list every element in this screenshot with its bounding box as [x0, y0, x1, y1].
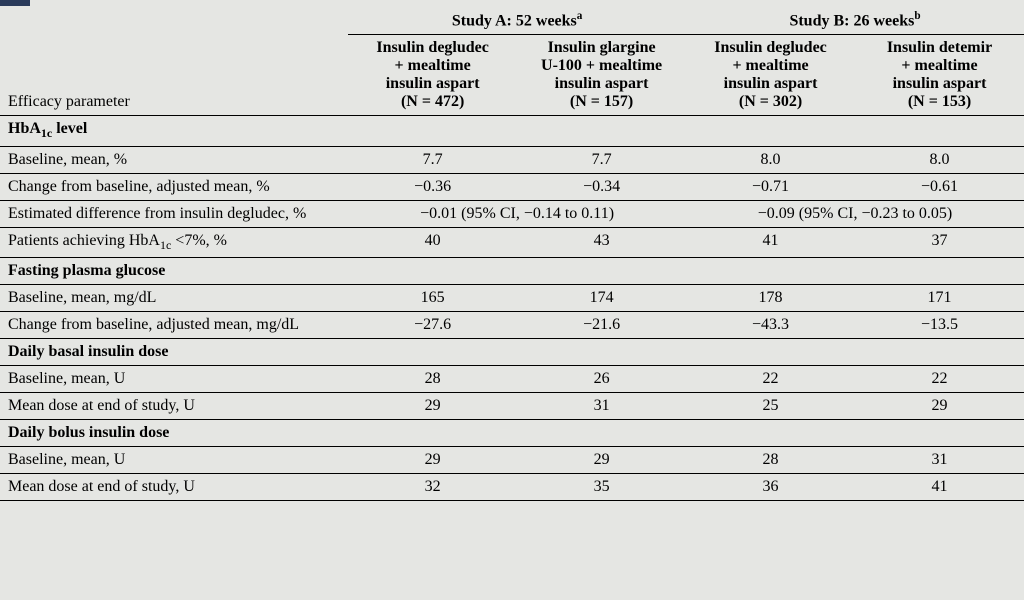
table-row: Change from baseline, adjusted mean, mg/…	[0, 311, 1024, 338]
study-b-col1-header: Insulin degludec+ mealtimeinsulin aspart…	[686, 35, 855, 116]
cell-value: −13.5	[855, 311, 1024, 338]
study-a-col1-header: Insulin degludec+ mealtimeinsulin aspart…	[348, 35, 517, 116]
cell-value: 29	[517, 446, 686, 473]
cell-value: 41	[686, 227, 855, 257]
table-row: Baseline, mean, U29292831	[0, 446, 1024, 473]
table-body: HbA1c levelBaseline, mean, %7.77.78.08.0…	[0, 116, 1024, 500]
study-a-col2-header: Insulin glargineU-100 + mealtimeinsulin …	[517, 35, 686, 116]
cell-value: −0.09 (95% CI, −0.23 to 0.05)	[686, 200, 1024, 227]
cell-value: 26	[517, 365, 686, 392]
section-header: Daily basal insulin dose	[0, 338, 1024, 365]
cell-value: −0.61	[855, 173, 1024, 200]
row-label: Patients achieving HbA1c <7%, %	[0, 227, 348, 257]
section-header: Daily bolus insulin dose	[0, 419, 1024, 446]
cell-value: 36	[686, 473, 855, 500]
cell-value: 171	[855, 284, 1024, 311]
row-label: Mean dose at end of study, U	[0, 392, 348, 419]
cell-value: 165	[348, 284, 517, 311]
cell-value: 28	[686, 446, 855, 473]
row-label: Baseline, mean, %	[0, 146, 348, 173]
cell-value: −0.71	[686, 173, 855, 200]
cell-value: 25	[686, 392, 855, 419]
cell-value: 29	[855, 392, 1024, 419]
cell-value: 8.0	[686, 146, 855, 173]
cell-value: 28	[348, 365, 517, 392]
cell-value: 41	[855, 473, 1024, 500]
cell-value: 31	[517, 392, 686, 419]
cell-value: −0.01 (95% CI, −0.14 to 0.11)	[348, 200, 686, 227]
cell-value: 7.7	[517, 146, 686, 173]
table-row: Baseline, mean, U28262222	[0, 365, 1024, 392]
row-label: Mean dose at end of study, U	[0, 473, 348, 500]
row-label: Baseline, mean, U	[0, 365, 348, 392]
cell-value: −0.34	[517, 173, 686, 200]
efficacy-param-header: Efficacy parameter	[0, 6, 348, 116]
row-label: Baseline, mean, mg/dL	[0, 284, 348, 311]
study-b-header: Study B: 26 weeksb	[686, 6, 1024, 35]
cell-value: 29	[348, 446, 517, 473]
cell-value: 8.0	[855, 146, 1024, 173]
cell-value: 40	[348, 227, 517, 257]
cell-value: 43	[517, 227, 686, 257]
cell-value: −43.3	[686, 311, 855, 338]
cell-value: −27.6	[348, 311, 517, 338]
table-row: Change from baseline, adjusted mean, %−0…	[0, 173, 1024, 200]
cell-value: 178	[686, 284, 855, 311]
row-label: Change from baseline, adjusted mean, mg/…	[0, 311, 348, 338]
study-b-col2-header: Insulin detemir+ mealtimeinsulin aspart(…	[855, 35, 1024, 116]
study-a-header: Study A: 52 weeksa	[348, 6, 686, 35]
cell-value: 7.7	[348, 146, 517, 173]
table-row: Mean dose at end of study, U32353641	[0, 473, 1024, 500]
table-row: Estimated difference from insulin deglud…	[0, 200, 1024, 227]
table-row: Mean dose at end of study, U29312529	[0, 392, 1024, 419]
cell-value: −21.6	[517, 311, 686, 338]
cell-value: 29	[348, 392, 517, 419]
cell-value: 22	[855, 365, 1024, 392]
row-label: Estimated difference from insulin deglud…	[0, 200, 348, 227]
cell-value: 32	[348, 473, 517, 500]
table-row: Baseline, mean, mg/dL165174178171	[0, 284, 1024, 311]
table-row: Patients achieving HbA1c <7%, %40434137	[0, 227, 1024, 257]
row-label: Baseline, mean, U	[0, 446, 348, 473]
cell-value: −0.36	[348, 173, 517, 200]
table-row: Baseline, mean, %7.77.78.08.0	[0, 146, 1024, 173]
efficacy-table: Efficacy parameter Study A: 52 weeksa St…	[0, 6, 1024, 501]
cell-value: 37	[855, 227, 1024, 257]
section-header: Fasting plasma glucose	[0, 257, 1024, 284]
row-label: Change from baseline, adjusted mean, %	[0, 173, 348, 200]
table-header: Efficacy parameter Study A: 52 weeksa St…	[0, 6, 1024, 116]
cell-value: 31	[855, 446, 1024, 473]
cell-value: 174	[517, 284, 686, 311]
section-header: HbA1c level	[0, 116, 1024, 146]
cell-value: 22	[686, 365, 855, 392]
cell-value: 35	[517, 473, 686, 500]
efficacy-table-container: Efficacy parameter Study A: 52 weeksa St…	[0, 0, 1024, 600]
